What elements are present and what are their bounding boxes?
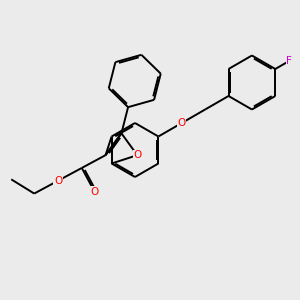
Text: O: O	[54, 176, 62, 186]
Text: O: O	[133, 150, 141, 160]
Text: O: O	[178, 118, 186, 128]
Text: O: O	[91, 187, 99, 197]
Text: F: F	[286, 56, 292, 66]
